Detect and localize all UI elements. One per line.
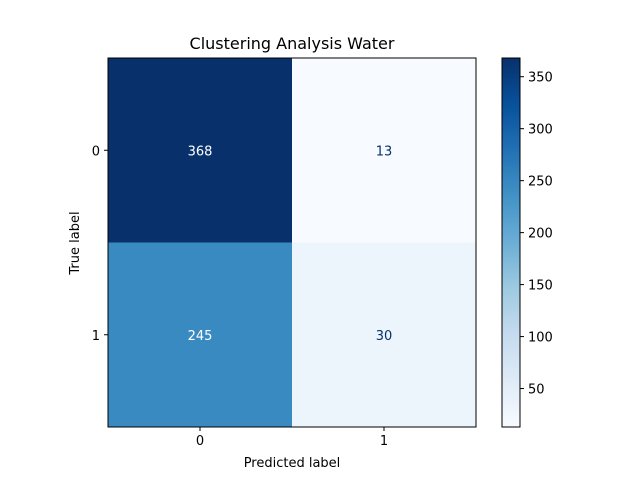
- heatmap-cells: 368 13 245 30: [108, 58, 476, 427]
- cell-value-label-1-0: 245: [188, 329, 213, 344]
- colorbar-tick-label-4: 250: [528, 175, 553, 190]
- y-tick-label-1: 1: [92, 329, 100, 344]
- heatmap-cell-0-1: [292, 58, 476, 243]
- plot-frame: [107, 57, 477, 428]
- x-axis-label: Predicted label: [244, 456, 341, 471]
- heatmap-cell-1-0: [108, 242, 292, 427]
- cell-value-label-0-0: 368: [188, 144, 213, 159]
- heatmap-cell-0-0: [108, 58, 292, 243]
- x-tick-label-1: 1: [380, 434, 388, 449]
- colorbar-tick-label-0: 50: [528, 383, 545, 398]
- chart-title: Clustering Analysis Water: [190, 34, 395, 53]
- cell-value-label-0-1: 13: [376, 144, 393, 159]
- colorbar-tick-label-2: 150: [528, 279, 553, 294]
- cell-value-label-1-1: 30: [376, 329, 393, 344]
- x-tick-label-0: 0: [196, 434, 204, 449]
- colorbar-tick-label-1: 100: [528, 331, 553, 346]
- y-axis-label: True label: [68, 211, 83, 275]
- colorbar-tick-label-3: 200: [528, 227, 553, 242]
- colorbar-tick-label-5: 300: [528, 123, 553, 138]
- y-axis-ticks: 01: [92, 144, 108, 344]
- colorbar-ticks: 50 100 150 200 250 300 350: [520, 71, 553, 398]
- colorbar: [501, 57, 521, 428]
- colorbar-tick-label-6: 350: [528, 71, 553, 86]
- heatmap-cell-1-1: [292, 242, 476, 427]
- y-tick-label-0: 0: [92, 144, 100, 159]
